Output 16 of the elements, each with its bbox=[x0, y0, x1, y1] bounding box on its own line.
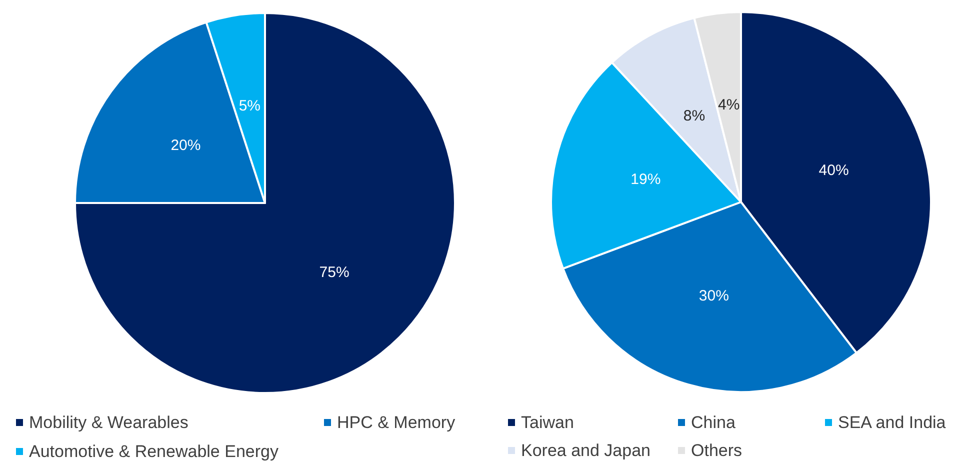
data-label: 20% bbox=[170, 136, 201, 154]
legend-label: Korea and Japan bbox=[521, 441, 650, 460]
legend-label: SEA and India bbox=[838, 413, 946, 432]
data-label: 4% bbox=[718, 96, 740, 114]
legend-label: Automotive & Renewable Energy bbox=[29, 442, 279, 461]
legend-label: Others bbox=[691, 441, 742, 460]
legend-label: HPC & Memory bbox=[337, 413, 456, 432]
data-label: 19% bbox=[630, 170, 661, 188]
legend-label: Mobility & Wearables bbox=[29, 413, 188, 432]
data-label: 75% bbox=[319, 264, 350, 281]
legend-label: China bbox=[691, 413, 736, 432]
data-label: 8% bbox=[683, 107, 706, 124]
data-label: 5% bbox=[238, 98, 261, 115]
data-label: 40% bbox=[818, 162, 849, 180]
data-label: 30% bbox=[698, 288, 729, 305]
legend-label: Taiwan bbox=[521, 413, 574, 432]
